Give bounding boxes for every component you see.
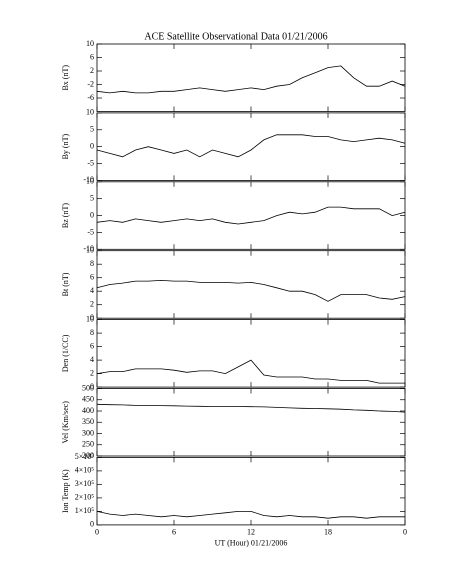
y-tick-label: 4 (90, 286, 94, 295)
y-tick-label: 1×10⁵ (75, 506, 95, 515)
data-line (96, 511, 405, 519)
data-line (96, 206, 406, 225)
data-line (96, 65, 406, 94)
data-line (96, 279, 406, 302)
y-tick-label: 250 (82, 440, 94, 449)
y-tick-label: -10 (83, 244, 94, 253)
y-tick-label: 0 (90, 382, 94, 391)
y-tick-label: 200 (82, 451, 94, 460)
y-tick-label: 6 (90, 273, 94, 282)
y-axis-label: Bt (nT) (61, 272, 70, 296)
y-tick-label: -2 (87, 79, 94, 88)
y-tick-label: 2 (90, 368, 94, 377)
y-tick-label: -5 (87, 227, 94, 236)
panel-frame (96, 112, 406, 181)
y-tick-label: 2 (90, 66, 94, 75)
x-tick-label: 18 (324, 528, 332, 537)
y-tick-label: -5 (87, 158, 94, 167)
y-axis-label: Bz (nT) (61, 203, 70, 228)
y-tick-label: 450 (82, 395, 94, 404)
y-tick-label: 300 (82, 428, 94, 437)
y-tick-label: 350 (82, 417, 94, 426)
y-tick-label: 6 (90, 52, 94, 61)
y-tick-label: 500 (82, 383, 94, 392)
y-tick-label: 2×10⁵ (75, 493, 95, 502)
x-tick-label: 0 (403, 528, 407, 537)
y-tick-label: 5×10⁵ (75, 452, 95, 461)
y-tick-label: 0 (90, 210, 94, 219)
y-tick-label: 0 (90, 313, 94, 322)
x-tick-label: 6 (172, 528, 176, 537)
y-tick-label: 8 (90, 259, 94, 268)
y-tick-label: 2 (90, 300, 94, 309)
data-line (96, 403, 406, 413)
y-tick-label: 4 (90, 355, 94, 364)
y-axis-label: Bx (nT) (61, 65, 70, 91)
chart-title: ACE Satellite Observational Data 01/21/2… (144, 31, 327, 42)
y-tick-label: 0 (90, 141, 94, 150)
y-tick-label: 3×10⁵ (75, 479, 95, 488)
y-tick-label: 5 (90, 125, 94, 134)
y-tick-label: 10 (86, 314, 94, 323)
y-tick-label: 400 (82, 406, 94, 415)
y-tick-label: 0 (90, 520, 94, 529)
y-tick-label: 10 (86, 246, 94, 255)
y-tick-label: 8 (90, 328, 94, 337)
panel-frame (96, 388, 406, 457)
panel-frame (96, 319, 406, 388)
x-axis-label: UT (Hour) 01/21/2006 (215, 539, 288, 548)
data-line (96, 359, 405, 384)
y-tick-label: 10 (86, 39, 94, 48)
y-axis-label: Ion Temp (K) (61, 469, 70, 513)
panel-frame (96, 250, 406, 319)
y-axis-label: Den (1/CC) (61, 334, 70, 372)
panel-frame (96, 43, 406, 112)
y-tick-label: 10 (86, 108, 94, 117)
y-tick-label: 4×10⁵ (75, 466, 95, 475)
y-tick-label: 5 (90, 194, 94, 203)
y-axis-label: Vel (Km/sec) (61, 401, 70, 444)
x-tick-label: 0 (95, 528, 99, 537)
y-tick-label: -10 (83, 175, 94, 184)
y-tick-label: 6 (90, 341, 94, 350)
y-tick-label: 10 (86, 177, 94, 186)
data-line (96, 134, 406, 158)
panel-frame (96, 181, 406, 250)
x-tick-label: 12 (247, 528, 255, 537)
y-tick-label: -6 (87, 93, 94, 102)
y-axis-label: By (nT) (61, 134, 70, 160)
